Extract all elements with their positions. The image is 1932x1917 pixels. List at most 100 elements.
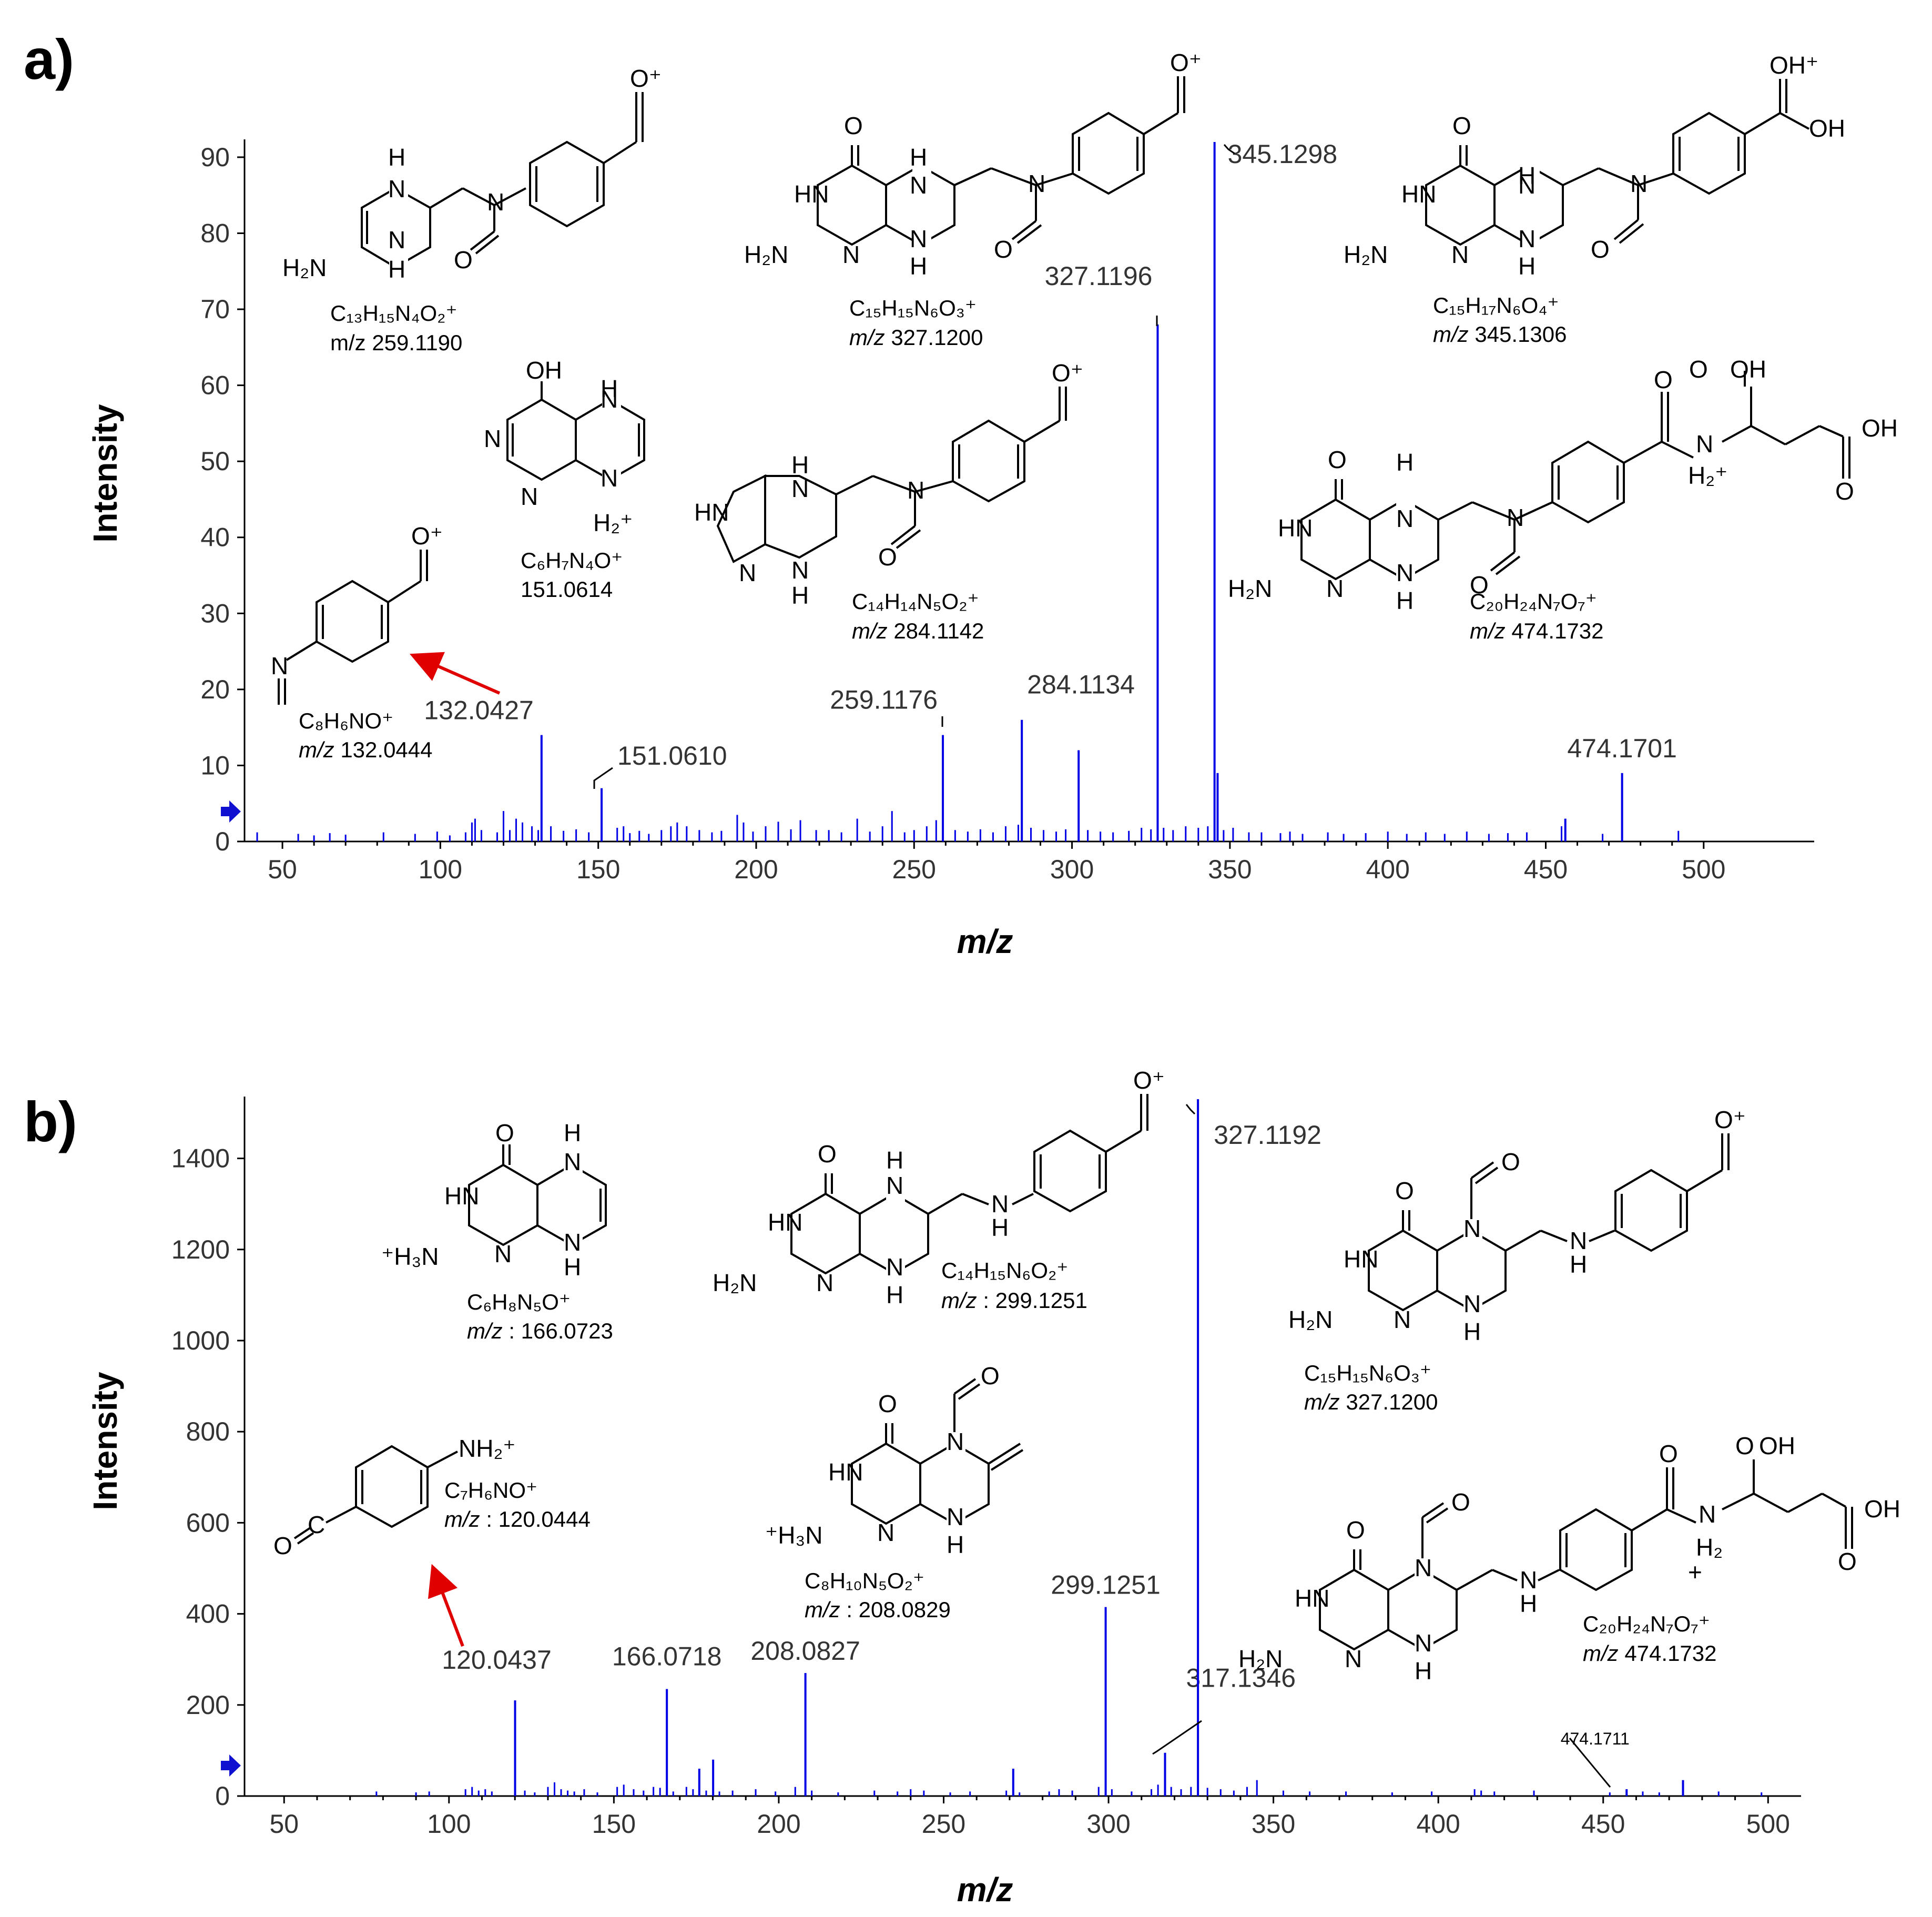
svg-text:N: N bbox=[494, 1240, 512, 1267]
structure-b-474: O O HN N H₂N N N H N H O N H₂ + O OH OH … bbox=[1238, 1432, 1900, 1685]
svg-text:N: N bbox=[564, 1229, 581, 1256]
svg-text:H₂N: H₂N bbox=[1288, 1306, 1333, 1333]
panel-a-label: a) bbox=[24, 27, 74, 91]
x-tick-label: 350 bbox=[1252, 1809, 1295, 1839]
svg-text:N: N bbox=[1326, 575, 1344, 602]
svg-text:m/z 474.1732: m/z 474.1732 bbox=[1583, 1641, 1717, 1666]
svg-text:H: H bbox=[791, 451, 809, 479]
svg-text:N: N bbox=[886, 1253, 903, 1281]
peak-label: 259.1176 bbox=[830, 685, 938, 715]
svg-text:N: N bbox=[564, 1148, 581, 1175]
peak-label: 327.1196 bbox=[1045, 261, 1153, 291]
svg-text:O⁺: O⁺ bbox=[1170, 49, 1202, 76]
panel-b: b) Intensity m/z 50 100 150 200 250 300 350 400… bbox=[24, 1067, 1900, 1909]
x-tick-label: 150 bbox=[576, 855, 620, 884]
svg-text:m/z 474.1732: m/z 474.1732 bbox=[1470, 618, 1604, 643]
svg-text:N: N bbox=[910, 225, 927, 252]
peak-label: 132.0427 bbox=[424, 696, 534, 725]
svg-text:O⁺: O⁺ bbox=[1133, 1067, 1165, 1094]
y-tick-label: 90 bbox=[200, 143, 230, 172]
svg-text:H: H bbox=[791, 582, 809, 609]
svg-text:N: N bbox=[1415, 1629, 1432, 1657]
y-tick-label: 400 bbox=[186, 1599, 230, 1629]
svg-text:O: O bbox=[818, 1140, 837, 1168]
svg-text:H: H bbox=[1415, 1657, 1432, 1685]
svg-text:H: H bbox=[947, 1531, 964, 1558]
structure-a-284: HN H N N N H N O O⁺ C₁₄H₁₄N₅O₂⁺ m/z 284.… bbox=[694, 359, 1083, 643]
svg-text:O⁺: O⁺ bbox=[411, 522, 443, 550]
svg-text:N: N bbox=[910, 171, 927, 199]
svg-text:HN: HN bbox=[1401, 180, 1436, 208]
panel-b-ylabel: Intensity bbox=[86, 1372, 124, 1510]
x-tick-label: 300 bbox=[1050, 855, 1094, 884]
svg-text:H₂N: H₂N bbox=[744, 241, 788, 268]
peak-label: 120.0437 bbox=[442, 1645, 552, 1675]
svg-text:H₂N: H₂N bbox=[282, 254, 327, 281]
structure-a-259: H N N H H₂N N O O⁺ C₁₃H₁₅N₄O₂⁺ m/z 259.1… bbox=[282, 65, 662, 355]
peak-label: 151.0610 bbox=[617, 741, 727, 770]
x-tick-label: 350 bbox=[1208, 855, 1252, 884]
svg-text:O: O bbox=[1451, 1488, 1470, 1516]
svg-text:N: N bbox=[1396, 559, 1414, 586]
svg-text:H: H bbox=[1520, 1590, 1537, 1617]
structure-b-120: NH₂⁺ O C C₇H₆NO⁺ m/z : 120.0444 bbox=[273, 1435, 591, 1559]
panel-b-xlabel: m/z bbox=[957, 1871, 1013, 1909]
svg-text:N: N bbox=[388, 226, 405, 253]
svg-text:H₂: H₂ bbox=[1696, 1534, 1723, 1561]
svg-text:N: N bbox=[1028, 170, 1045, 197]
svg-text:N: N bbox=[739, 559, 756, 586]
svg-text:OH: OH bbox=[1862, 414, 1898, 442]
panel-a-threshold-arrow bbox=[221, 800, 241, 823]
y-tick-label: 60 bbox=[200, 371, 230, 400]
x-tick-label: 100 bbox=[427, 1809, 471, 1839]
svg-text:m/z 259.1190: m/z 259.1190 bbox=[330, 330, 462, 355]
svg-text:H₂N: H₂N bbox=[713, 1269, 757, 1296]
svg-text:O: O bbox=[454, 246, 473, 273]
panel-a-xlabel: m/z bbox=[957, 922, 1013, 960]
svg-text:HN: HN bbox=[1295, 1585, 1329, 1612]
svg-text:O: O bbox=[1328, 446, 1347, 473]
structure-a-327: O HN H N H₂N N N H N O O⁺ C₁₅H₁₅N₆O₃⁺ m/… bbox=[744, 49, 1202, 350]
leader-327 bbox=[1185, 1104, 1196, 1115]
y-tick-label: 30 bbox=[200, 599, 230, 628]
y-tick-label: 1400 bbox=[171, 1144, 230, 1173]
svg-text:O: O bbox=[1501, 1148, 1520, 1175]
svg-text:N: N bbox=[1696, 430, 1713, 458]
y-tick-label: 0 bbox=[215, 1781, 230, 1811]
svg-text:O: O bbox=[1452, 112, 1471, 139]
red-arrow-b bbox=[428, 1564, 464, 1647]
svg-text:N: N bbox=[947, 1503, 964, 1530]
svg-text:H: H bbox=[1396, 587, 1414, 614]
svg-text:O: O bbox=[1689, 356, 1708, 383]
svg-text:H: H bbox=[886, 1147, 903, 1174]
svg-text:N: N bbox=[388, 175, 405, 202]
svg-text:N: N bbox=[1630, 170, 1648, 197]
svg-text:O: O bbox=[495, 1119, 514, 1147]
structure-b-166: O HN N H ⁺H₃N N N H C₆H₈N₅O⁺ m/z : 166.0… bbox=[381, 1119, 613, 1343]
svg-text:C₁₅H₁₅N₆O₃⁺: C₁₅H₁₅N₆O₃⁺ bbox=[849, 296, 977, 320]
peak-label: 317.1346 bbox=[1186, 1664, 1296, 1693]
svg-text:O: O bbox=[1735, 1432, 1754, 1459]
y-tick-label: 1000 bbox=[171, 1326, 230, 1355]
svg-text:O: O bbox=[1346, 1516, 1365, 1544]
svg-text:H: H bbox=[388, 144, 405, 171]
svg-text:N: N bbox=[1463, 1290, 1481, 1317]
svg-text:H: H bbox=[564, 1119, 581, 1147]
svg-text:m/z : 120.0444: m/z : 120.0444 bbox=[444, 1507, 591, 1531]
svg-text:H: H bbox=[1518, 252, 1536, 280]
svg-text:O: O bbox=[1835, 478, 1854, 505]
svg-text:⁺H₃N: ⁺H₃N bbox=[381, 1243, 439, 1270]
svg-text:O: O bbox=[981, 1362, 1000, 1389]
svg-text:N: N bbox=[521, 483, 538, 510]
svg-text:O⁺: O⁺ bbox=[1714, 1106, 1746, 1133]
svg-text:H₂N: H₂N bbox=[1344, 241, 1388, 268]
x-tick-label: 100 bbox=[419, 855, 462, 884]
svg-text:C₁₅H₁₇N₆O₄⁺: C₁₅H₁₇N₆O₄⁺ bbox=[1433, 293, 1559, 318]
svg-text:N: N bbox=[1507, 504, 1524, 531]
peak-label: 299.1251 bbox=[1051, 1570, 1161, 1600]
svg-text:H: H bbox=[886, 1281, 903, 1309]
structure-a-345: O HN H N H₂N N N H N O OH⁺ OH C₁₅H₁₇N₆O₄… bbox=[1344, 52, 1845, 347]
x-tick-label: 400 bbox=[1366, 855, 1409, 884]
panel-a: a) Intensity m/z 50 100 150 200 250 300 350 400… bbox=[24, 27, 1898, 960]
